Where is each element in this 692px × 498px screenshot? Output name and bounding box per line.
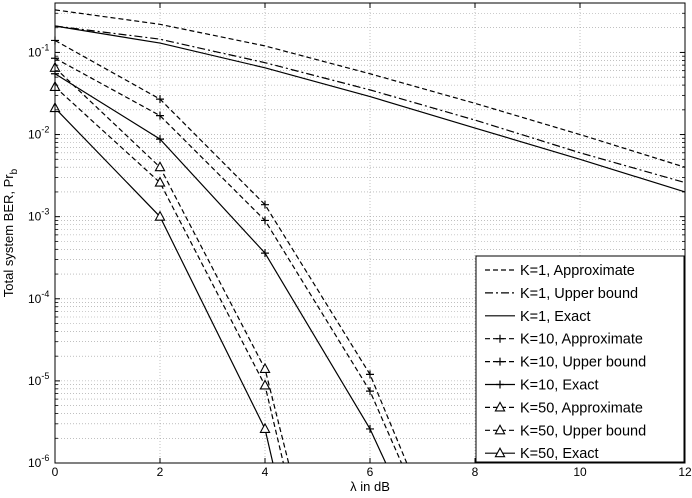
series-line-6 <box>54 67 290 464</box>
series-line-0 <box>54 9 686 168</box>
y-tick-exponent: -2 <box>41 125 49 135</box>
legend-label: K=10, Approximate <box>520 332 643 348</box>
plus-marker <box>261 200 269 209</box>
series-line-7 <box>54 86 284 464</box>
plus-marker <box>366 387 374 396</box>
series-line-4 <box>54 57 403 464</box>
triangle-marker <box>494 401 506 412</box>
legend-entry: K=10, Exact <box>485 378 599 394</box>
x-tick-label: 4 <box>262 465 269 479</box>
series-line-1 <box>54 25 686 184</box>
y-tick-exponent: -1 <box>41 42 49 52</box>
legend-label: K=50, Exact <box>520 446 599 462</box>
y-tick-label: 10-5 <box>28 371 49 388</box>
triangle-marker <box>154 176 166 187</box>
legend-label: K=10, Upper bound <box>520 355 646 371</box>
plus-marker <box>261 216 269 225</box>
series-line-2 <box>54 25 686 193</box>
legend-entry: K=50, Upper bound <box>485 423 646 439</box>
series-6 <box>49 61 290 464</box>
series-4 <box>51 54 403 464</box>
y-tick-label: 10-4 <box>28 289 49 306</box>
y-tick-exponent: -5 <box>41 371 49 381</box>
legend: K=1, Approximate K=1, Upper bound K=1, Exa… <box>475 255 685 463</box>
y-axis-label: Total system BER, Prb <box>1 168 20 297</box>
y-axis-label-subscript: b <box>9 168 20 174</box>
plus-marker <box>261 249 269 258</box>
triangle-marker <box>259 379 271 390</box>
triangle-marker <box>494 447 506 458</box>
series-3 <box>51 36 408 464</box>
legend-entry: K=50, Exact <box>485 446 599 462</box>
legend-label: K=10, Exact <box>520 378 599 394</box>
legend-label: K=1, Exact <box>520 309 591 325</box>
legend-entry: K=1, Exact <box>485 309 591 325</box>
plus-marker <box>366 370 374 379</box>
series-0 <box>54 9 686 168</box>
x-axis-label: λ in dB <box>350 479 390 494</box>
y-tick-label: 10-2 <box>28 125 49 142</box>
legend-label: K=50, Approximate <box>520 400 643 416</box>
y-tick-exponent: -6 <box>41 453 49 463</box>
legend-entry: K=10, Upper bound <box>485 355 646 371</box>
legend-entry: K=1, Approximate <box>485 263 635 279</box>
legend-label: K=1, Approximate <box>520 263 635 279</box>
plus-marker <box>496 380 504 389</box>
series-5 <box>51 69 387 464</box>
series-8 <box>49 101 274 464</box>
y-tick-label: 10-3 <box>28 207 49 224</box>
plus-marker <box>156 111 164 120</box>
legend-entry: K=10, Approximate <box>485 332 643 348</box>
triangle-marker <box>154 210 166 221</box>
plus-marker <box>156 135 164 144</box>
triangle-marker <box>494 424 506 435</box>
y-tick-exponent: -4 <box>41 289 49 299</box>
x-tick-label: 10 <box>573 465 587 479</box>
series-lines <box>49 9 686 464</box>
legend-label: K=1, Upper bound <box>520 286 638 302</box>
triangle-marker <box>154 161 166 172</box>
x-tick-label: 0 <box>52 465 59 479</box>
series-line-8 <box>54 107 274 464</box>
series-2 <box>54 25 686 193</box>
legend-entry: K=50, Approximate <box>485 400 643 416</box>
triangle-marker <box>259 422 271 433</box>
y-tick-label: 10-1 <box>28 42 49 59</box>
triangle-marker <box>259 362 271 373</box>
plus-marker <box>496 357 504 366</box>
legend-box <box>475 255 685 463</box>
x-tick-label: 12 <box>678 465 692 479</box>
x-tick-label: 6 <box>367 465 374 479</box>
series-1 <box>54 25 686 184</box>
plus-marker <box>366 424 374 433</box>
x-tick-label: 8 <box>472 465 479 479</box>
legend-label: K=50, Upper bound <box>520 423 646 439</box>
series-line-3 <box>54 39 408 464</box>
plus-marker <box>496 334 504 343</box>
plus-marker <box>156 95 164 104</box>
legend-entry: K=1, Upper bound <box>485 286 638 302</box>
y-tick-exponent: -3 <box>41 207 49 217</box>
y-tick-label: 10-6 <box>28 453 49 470</box>
x-tick-label: 2 <box>157 465 164 479</box>
